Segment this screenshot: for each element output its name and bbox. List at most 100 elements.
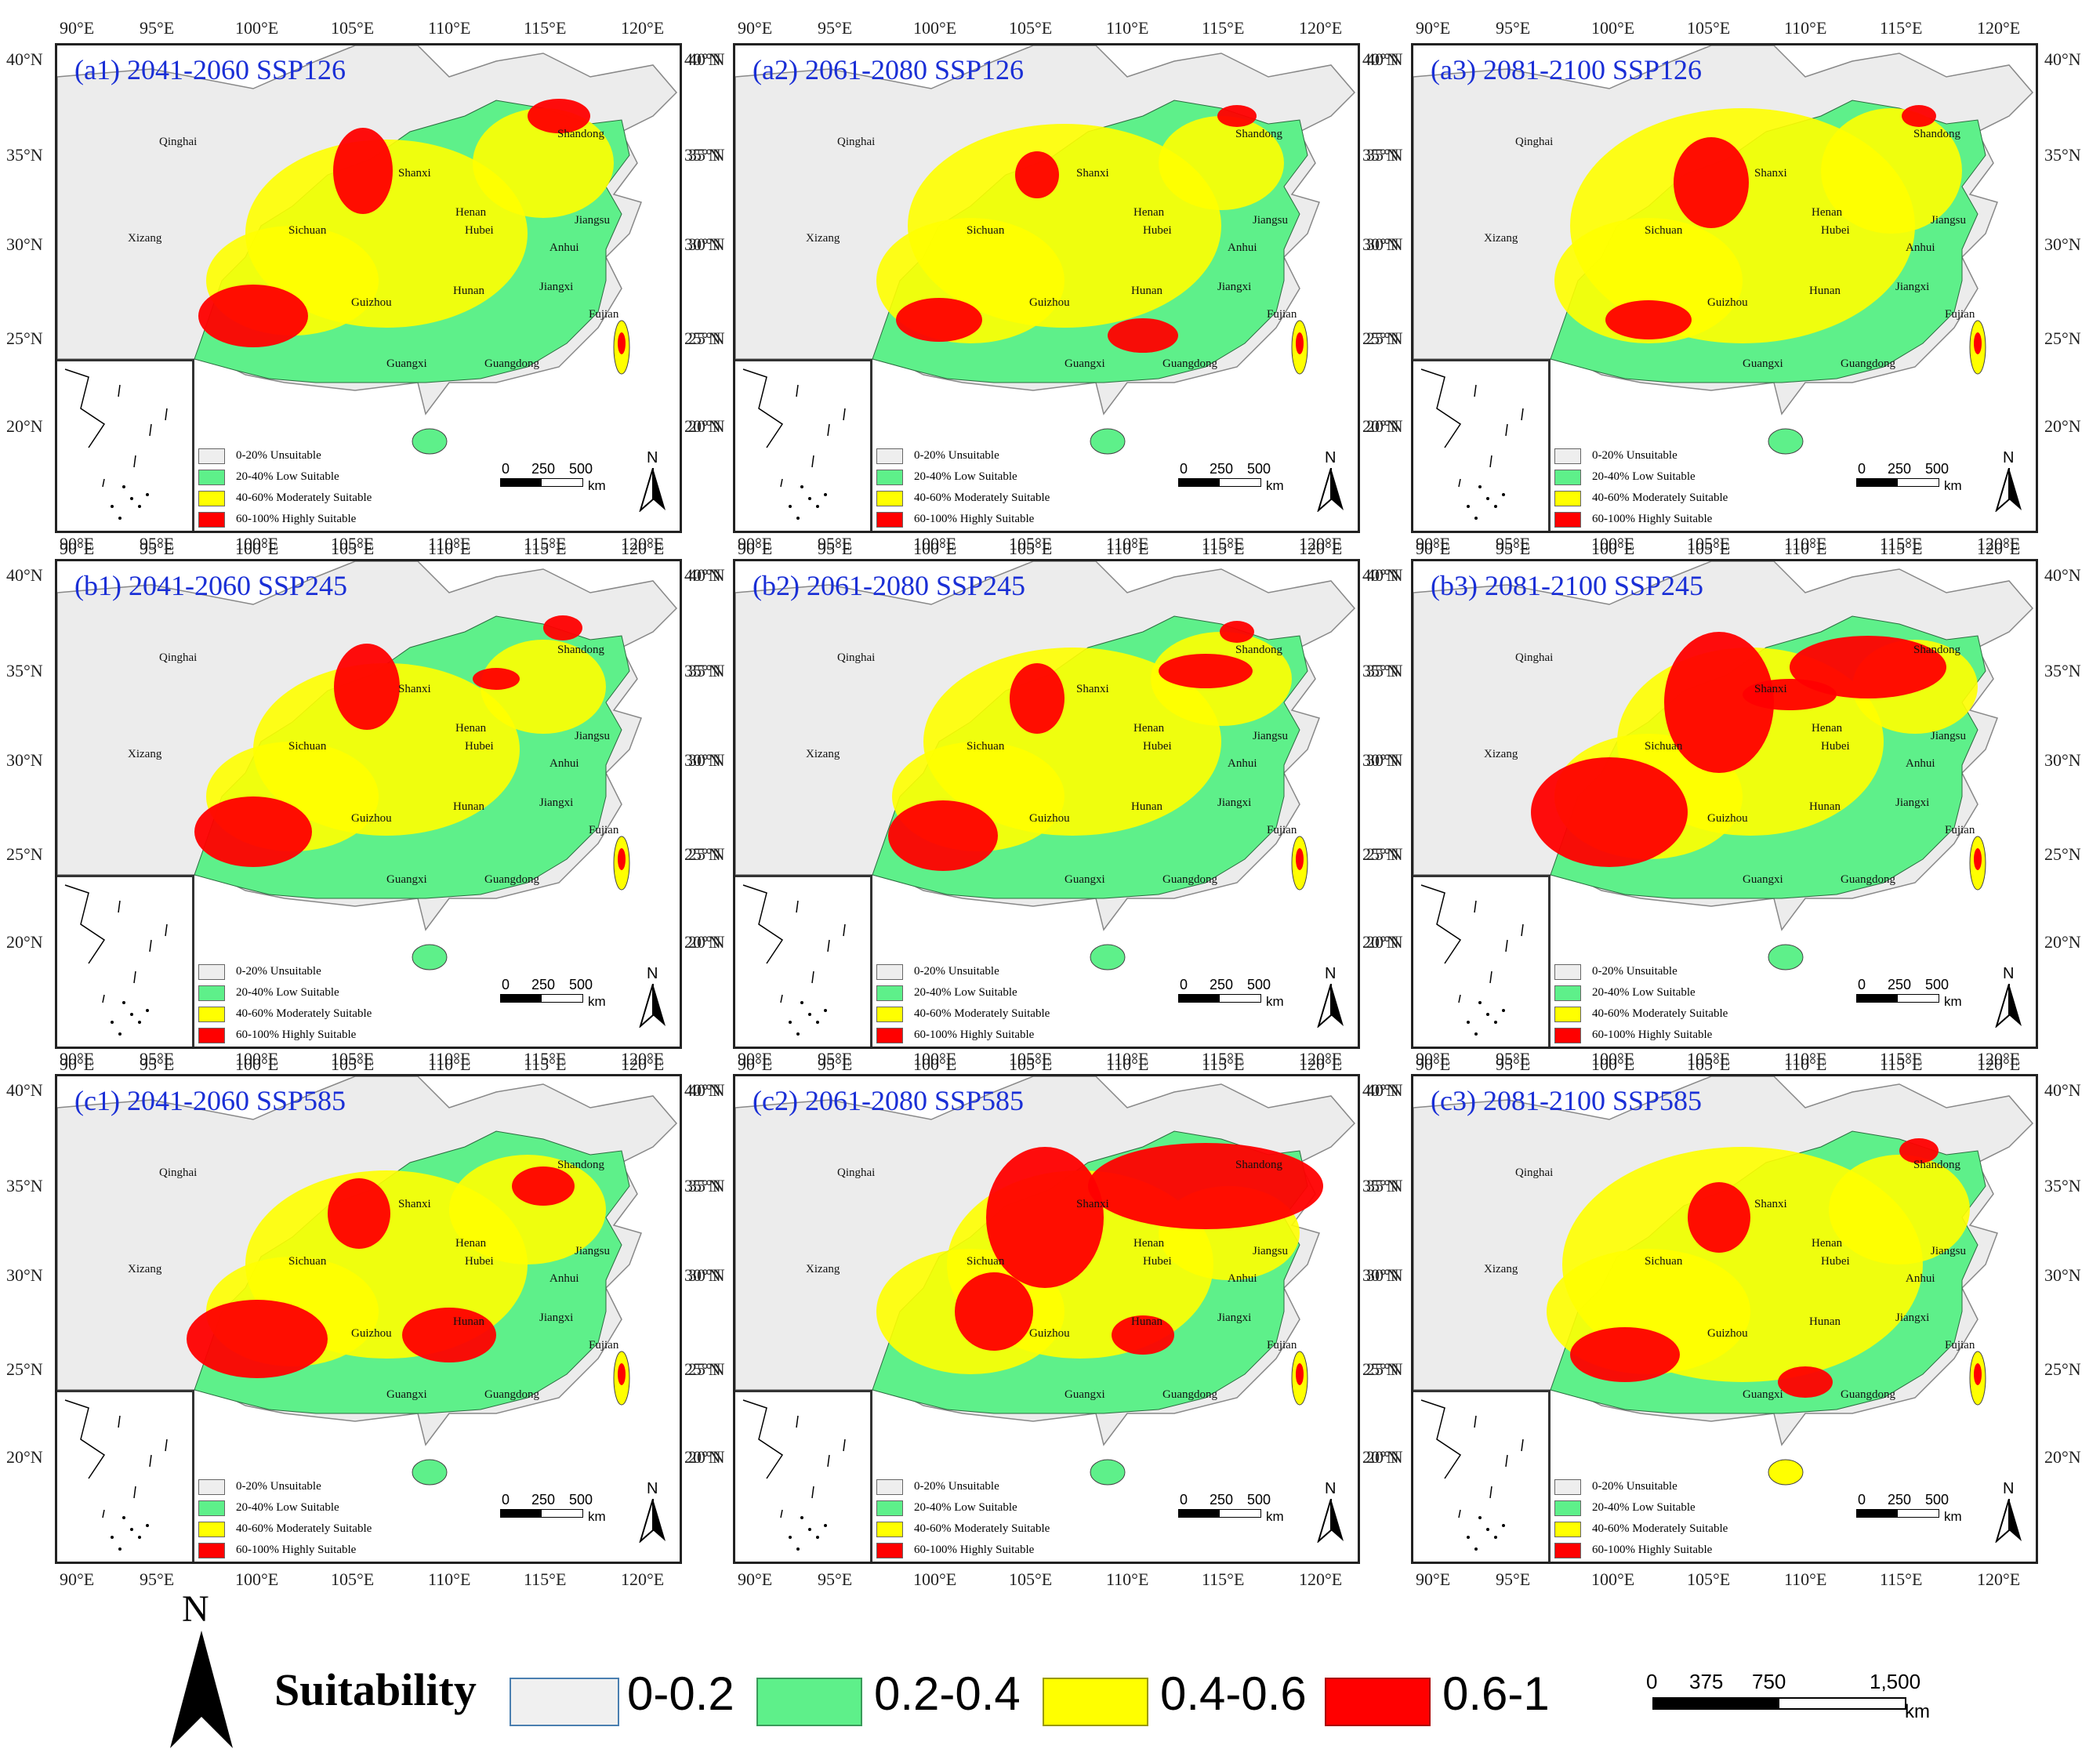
x-tick-label: 115°E — [524, 1569, 567, 1589]
x-tick-label: 100°E — [913, 18, 957, 38]
panel-legend-swatch — [876, 511, 903, 528]
panel-legend-label: 60-100% Highly Suitable — [236, 1544, 357, 1556]
panel-legend-label: 20-40% Low Suitable — [236, 470, 339, 483]
x-tick-label: 95°E — [140, 1054, 175, 1074]
panel-legend-label: 60-100% Highly Suitable — [236, 1029, 357, 1041]
panel-legend-row: 40-60% Moderately Suitable — [198, 1518, 372, 1540]
panel-legend-label: 0-20% Unsuitable — [914, 965, 999, 978]
panel-legend: 0-20% Unsuitable 20-40% Low Suitable 40-60… — [876, 1476, 1050, 1561]
highly-suitable-area — [888, 800, 998, 871]
province-label: Guangxi — [1743, 873, 1783, 886]
province-label: Henan — [455, 206, 487, 219]
suitability-map — [1413, 561, 2034, 971]
province-label: Shandong — [1235, 644, 1282, 656]
province-label: Hubei — [465, 740, 494, 753]
province-label: Hubei — [1143, 740, 1172, 753]
panel-legend-swatch — [876, 1478, 903, 1495]
panel-scale-label: 250 — [1210, 977, 1234, 992]
panel-legend-swatch — [1554, 448, 1581, 464]
y-tick-label: 35°N — [1362, 1176, 1399, 1195]
x-tick-label: 110°E — [1784, 1054, 1827, 1074]
y-tick-label: 30°N — [2044, 1265, 2081, 1285]
x-tick-label: 115°E — [1880, 1049, 1923, 1068]
x-tick-label: 110°E — [428, 539, 471, 558]
x-tick-label: 105°E — [331, 534, 375, 553]
x-tick-label: 120°E — [1299, 1049, 1343, 1068]
province-label: Hubei — [1821, 1255, 1850, 1268]
north-arrow-icon — [1995, 984, 2022, 1028]
x-tick-label: 100°E — [235, 534, 279, 553]
panel-legend: 0-20% Unsuitable 20-40% Low Suitable 40-60… — [1554, 445, 1728, 530]
province-label: Guangdong — [1162, 1388, 1217, 1401]
province-label: Guangdong — [484, 1388, 539, 1401]
taiwan-highly-suitable — [1974, 332, 1982, 354]
panel-legend-swatch — [198, 469, 225, 485]
y-tick-label: 25°N — [684, 1359, 721, 1379]
panel-scale-bar: 0 250 500 km — [500, 461, 606, 493]
x-tick-label: 90°E — [738, 539, 773, 558]
panel-scale-label: 500 — [569, 977, 593, 992]
x-tick-label: 120°E — [621, 534, 665, 553]
panel-legend-row: 20-40% Low Suitable — [876, 982, 1050, 1003]
scale-label-750: 750 — [1752, 1670, 1786, 1693]
legend-label-4: 0.6-1 — [1442, 1667, 1550, 1720]
x-tick-label: 105°E — [331, 1569, 375, 1589]
panel-legend-label: 40-60% Moderately Suitable — [236, 492, 372, 504]
x-tick-label: 110°E — [428, 1049, 471, 1068]
y-tick-label: 20°N — [6, 1447, 43, 1467]
province-label: Sichuan — [288, 224, 327, 237]
province-label: Jiangsu — [575, 1245, 610, 1257]
highly-suitable-area — [194, 796, 312, 867]
panel-scale-label: 0 — [1180, 1492, 1188, 1507]
panel-scale-label: 250 — [1888, 1492, 1912, 1507]
panel-scale-segments — [500, 994, 583, 1003]
x-tick-label: 110°E — [1784, 534, 1827, 553]
panel-legend-swatch — [1554, 1478, 1581, 1495]
panel-legend-row: 20-40% Low Suitable — [198, 982, 372, 1003]
panel-scale-labels: 0 250 500 — [1856, 1492, 1950, 1509]
province-label: Guangxi — [1743, 1388, 1783, 1401]
province-label: Shanxi — [1076, 683, 1109, 695]
suitability-map — [735, 561, 1356, 971]
scale-label-375: 375 — [1689, 1670, 1724, 1693]
map-panel: Qinghai Xizang Sichuan Shanxi Henan Shandong H… — [684, 1049, 1403, 1589]
x-tick-label: 100°E — [913, 539, 957, 558]
province-label: Guangxi — [386, 357, 427, 370]
panel-north-label: N — [647, 965, 658, 982]
province-label: Xizang — [1484, 748, 1518, 760]
y-tick-label: 20°N — [2044, 416, 2081, 436]
province-label: Henan — [455, 722, 487, 735]
x-tick-label: 90°E — [1416, 539, 1451, 558]
panel-legend: 0-20% Unsuitable 20-40% Low Suitable 40-60… — [198, 961, 372, 1046]
panel-legend-label: 0-20% Unsuitable — [236, 965, 321, 978]
panel-legend-swatch — [1554, 1006, 1581, 1022]
y-tick-label: 25°N — [6, 844, 43, 864]
panel-legend-row: 0-20% Unsuitable — [1554, 961, 1728, 982]
panel-scale-bar: 0 250 500 km — [1856, 977, 1962, 1009]
y-tick-label: 40°N — [684, 49, 721, 69]
panel-legend-swatch — [198, 490, 225, 506]
province-label: Hunan — [1131, 1315, 1162, 1328]
province-label: Xizang — [128, 1263, 162, 1275]
y-tick-label: 30°N — [1362, 234, 1399, 254]
province-label: Jiangxi — [1217, 1312, 1252, 1324]
province-label: Jiangsu — [1253, 214, 1288, 227]
north-arrow-icon — [1995, 1499, 2022, 1543]
x-tick-label: 100°E — [1591, 1054, 1635, 1074]
province-label: Qinghai — [159, 136, 198, 148]
panel-legend-row: 20-40% Low Suitable — [198, 466, 372, 488]
province-label: Sichuan — [967, 224, 1005, 237]
y-tick-label: 20°N — [684, 932, 721, 952]
x-tick-label: 90°E — [738, 1054, 773, 1074]
x-tick-label: 90°E — [60, 18, 95, 38]
panel-scale-labels: 0 250 500 — [1178, 977, 1272, 994]
panel-north-label: N — [647, 1480, 658, 1497]
y-tick-label: 35°N — [2044, 661, 2081, 680]
y-tick-label: 30°N — [688, 234, 725, 254]
province-label: Jiangxi — [1895, 796, 1930, 809]
hainan-island — [1768, 1459, 1804, 1486]
x-tick-label: 110°E — [1106, 1049, 1149, 1068]
y-tick-label: 40°N — [688, 1080, 725, 1100]
panel-legend-label: 40-60% Moderately Suitable — [1592, 492, 1728, 504]
province-label: Anhui — [1228, 1272, 1257, 1285]
